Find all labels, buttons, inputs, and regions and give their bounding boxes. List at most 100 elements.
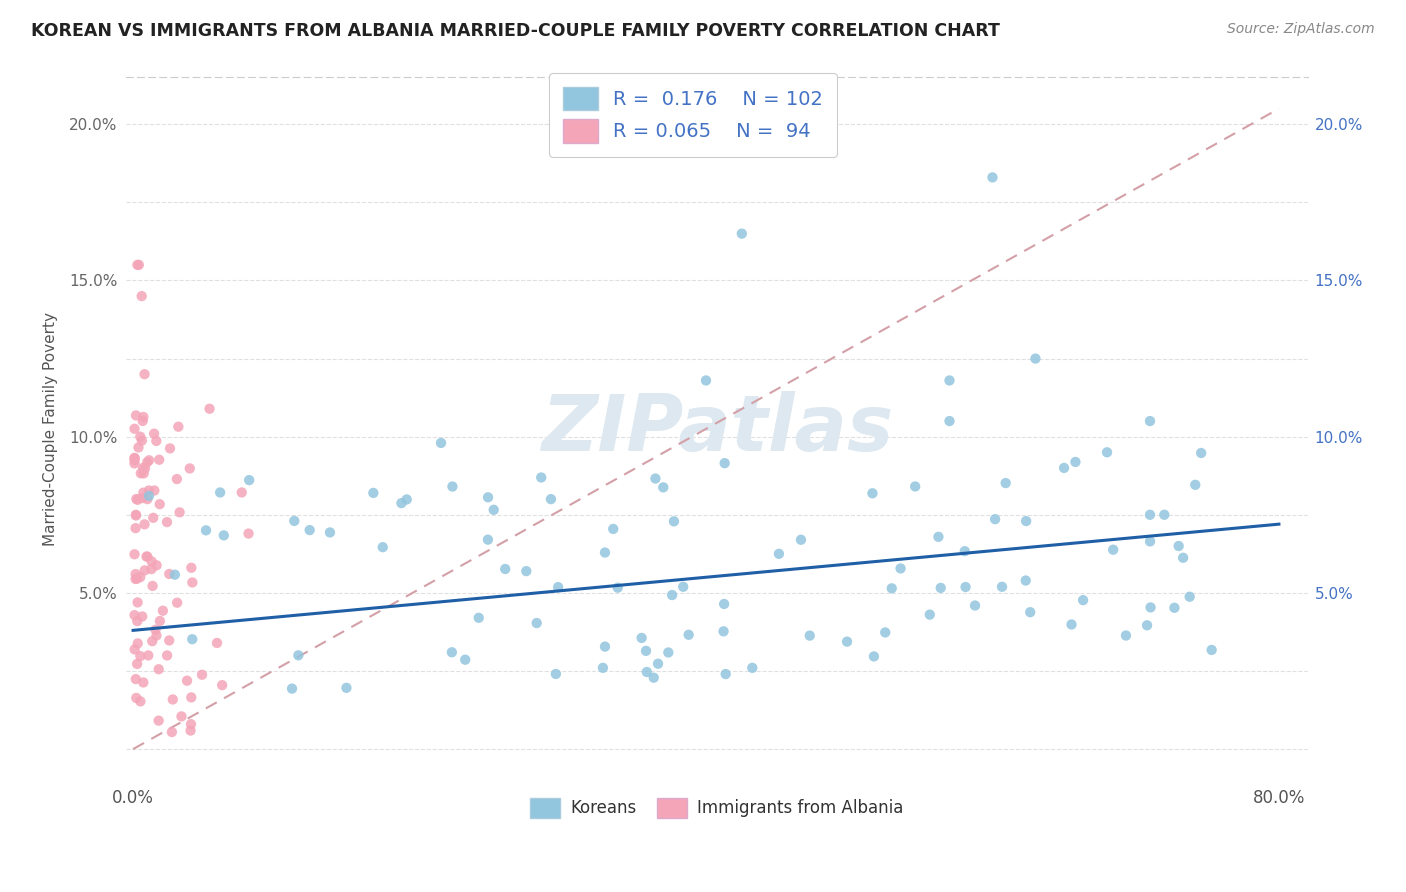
Point <box>984 512 1007 526</box>
Point <box>454 653 477 667</box>
Point <box>440 645 463 659</box>
Point <box>1102 542 1125 557</box>
Point <box>530 470 553 484</box>
Point <box>515 564 537 578</box>
Point <box>389 496 412 510</box>
Point <box>143 483 166 498</box>
Point <box>132 485 155 500</box>
Point <box>156 648 179 663</box>
Point <box>592 661 614 675</box>
Point <box>209 485 232 500</box>
Point <box>955 580 977 594</box>
Point <box>142 511 165 525</box>
Point <box>661 588 683 602</box>
Point <box>602 522 624 536</box>
Point <box>128 258 150 272</box>
Point <box>159 442 181 456</box>
Point <box>636 665 658 679</box>
Point <box>127 492 149 507</box>
Point <box>371 540 394 554</box>
Point <box>205 636 228 650</box>
Point <box>167 419 190 434</box>
Point <box>283 514 305 528</box>
Point <box>1115 628 1137 642</box>
Point <box>195 524 218 538</box>
Point <box>1153 508 1175 522</box>
Point <box>1139 414 1161 428</box>
Point <box>127 614 149 628</box>
Point <box>138 483 160 498</box>
Point <box>298 523 321 537</box>
Point <box>124 422 146 436</box>
Point <box>136 492 159 507</box>
Point <box>141 562 163 576</box>
Point <box>125 508 148 523</box>
Point <box>141 634 163 648</box>
Point <box>131 491 153 505</box>
Point <box>929 581 952 595</box>
Point <box>799 629 821 643</box>
Point <box>862 486 884 500</box>
Point <box>134 517 156 532</box>
Point <box>176 673 198 688</box>
Point <box>142 579 165 593</box>
Point <box>179 461 201 475</box>
Point <box>657 645 679 659</box>
Point <box>148 714 170 728</box>
Point <box>166 596 188 610</box>
Point <box>156 515 179 529</box>
Point <box>238 473 260 487</box>
Point <box>1015 574 1038 588</box>
Point <box>131 289 153 303</box>
Text: ZIPatlas: ZIPatlas <box>541 391 893 467</box>
Point <box>482 503 505 517</box>
Point <box>157 566 180 581</box>
Point <box>904 479 927 493</box>
Text: Source: ZipAtlas.com: Source: ZipAtlas.com <box>1227 22 1375 37</box>
Point <box>129 570 152 584</box>
Point <box>875 625 897 640</box>
Point <box>124 450 146 465</box>
Point <box>132 467 155 481</box>
Point <box>1139 534 1161 549</box>
Point <box>131 414 153 428</box>
Point <box>124 572 146 586</box>
Point <box>145 623 167 637</box>
Point <box>1139 600 1161 615</box>
Point <box>124 453 146 467</box>
Point <box>180 717 202 731</box>
Point <box>630 631 652 645</box>
Point <box>713 456 735 470</box>
Point <box>1189 446 1212 460</box>
Point <box>212 528 235 542</box>
Point <box>835 634 858 648</box>
Point <box>1064 455 1087 469</box>
Point <box>149 497 172 511</box>
Point <box>134 563 156 577</box>
Point <box>1053 461 1076 475</box>
Point <box>467 611 489 625</box>
Point <box>363 486 385 500</box>
Point <box>124 521 146 535</box>
Point <box>713 624 735 639</box>
Point <box>634 644 657 658</box>
Point <box>1139 508 1161 522</box>
Y-axis label: Married-Couple Family Poverty: Married-Couple Family Poverty <box>44 312 58 546</box>
Point <box>643 671 665 685</box>
Point <box>169 505 191 519</box>
Point <box>124 547 146 561</box>
Point <box>180 723 202 738</box>
Point <box>136 549 159 564</box>
Point <box>547 580 569 594</box>
Point <box>124 567 146 582</box>
Point <box>132 461 155 475</box>
Point <box>180 690 202 705</box>
Point <box>606 581 628 595</box>
Point <box>880 582 903 596</box>
Text: KOREAN VS IMMIGRANTS FROM ALBANIA MARRIED-COUPLE FAMILY POVERTY CORRELATION CHAR: KOREAN VS IMMIGRANTS FROM ALBANIA MARRIE… <box>31 22 1000 40</box>
Point <box>231 485 253 500</box>
Point <box>672 580 695 594</box>
Point <box>127 441 149 455</box>
Point <box>152 604 174 618</box>
Point <box>441 479 464 493</box>
